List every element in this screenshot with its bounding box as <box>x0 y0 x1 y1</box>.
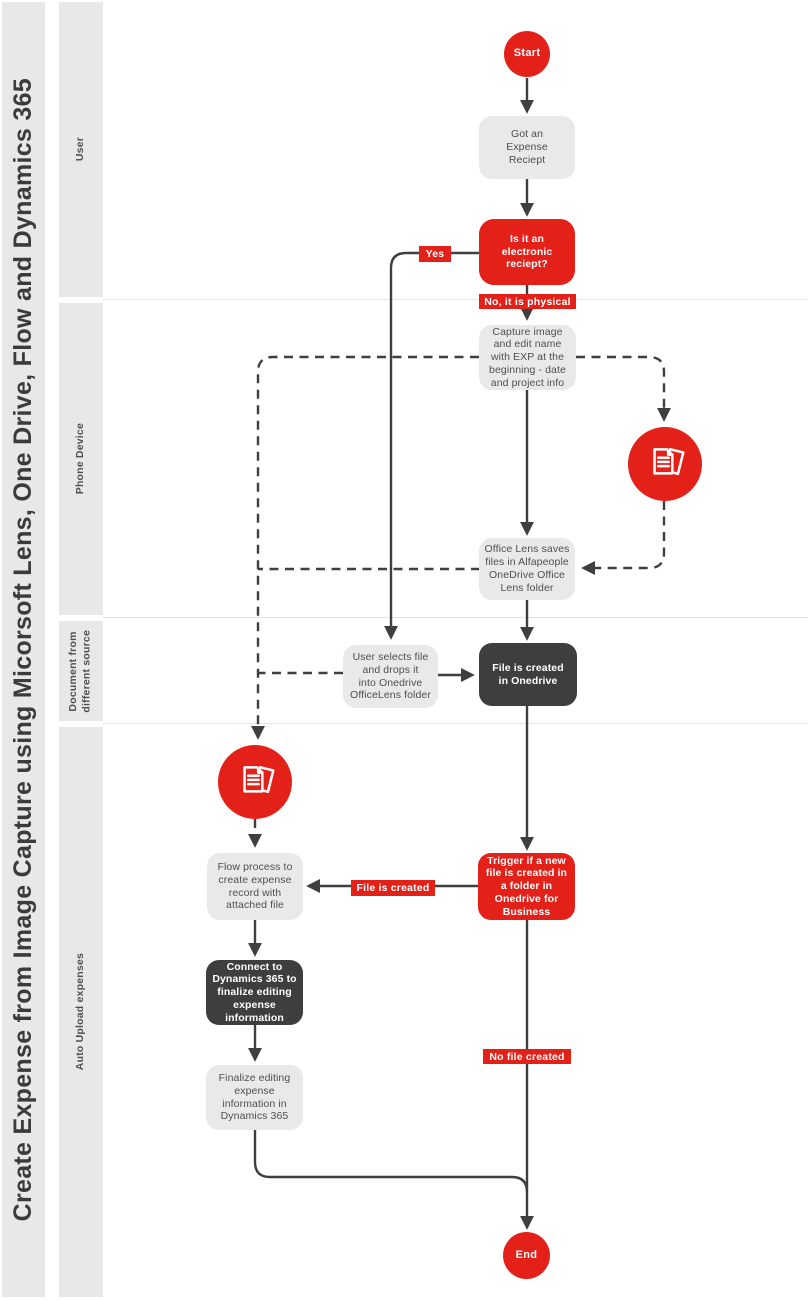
diagram-title: Create Expense from Image Capture using … <box>9 77 37 1222</box>
node-finalize-editing: Finalize editing expense information in … <box>206 1065 303 1130</box>
lane-divider <box>103 617 808 618</box>
documents-icon <box>628 427 702 501</box>
documents-icon <box>218 745 292 819</box>
lane-label-user: User <box>74 137 87 162</box>
lane-label-phone-device: Phone Device <box>74 423 87 495</box>
edge-label-no-file-created: No file created <box>483 1049 571 1064</box>
node-user-selects-file: User selects file and drops it into Oned… <box>343 645 438 708</box>
node-got-expense-receipt: Got an Expense Reciept <box>479 116 575 179</box>
node-connect-dynamics-365: Connect to Dynamics 365 to finalize edit… <box>206 960 303 1025</box>
node-electronic-receipt-question: Is it an electronic reciept? <box>479 219 575 285</box>
lane-phone-device: Phone Device <box>59 303 103 615</box>
lane-label-auto-upload-expenses: Auto Upload expenses <box>74 953 87 1071</box>
node-flow-process: Flow process to create expense record wi… <box>207 853 303 920</box>
node-end: End <box>503 1232 550 1279</box>
node-office-lens-saves: Office Lens saves files in Alfapeople On… <box>479 538 575 600</box>
documents-icon-glyph <box>653 447 685 476</box>
lane-label-document-different-source: Document from different source <box>67 629 93 713</box>
lane-divider <box>103 299 808 300</box>
lane-divider <box>103 723 808 724</box>
node-start: Start <box>504 31 550 77</box>
lane-document-different-source: Document from different source <box>59 621 103 721</box>
node-file-created-onedrive: File is created in Onedrive <box>479 643 577 706</box>
diagram-title-band: Create Expense from Image Capture using … <box>2 2 45 1297</box>
lane-auto-upload-expenses: Auto Upload expenses <box>59 727 103 1297</box>
node-capture-image: Capture image and edit name with EXP at … <box>479 325 576 390</box>
documents-icon-glyph <box>243 765 275 794</box>
edge-label-no-physical: No, it is physical <box>479 294 576 309</box>
edge-label-yes: Yes <box>419 246 451 262</box>
node-trigger-new-file: Trigger if a new file is created in a fo… <box>478 853 575 920</box>
lane-user: User <box>59 2 103 297</box>
edge-label-file-created: File is created <box>351 880 435 896</box>
